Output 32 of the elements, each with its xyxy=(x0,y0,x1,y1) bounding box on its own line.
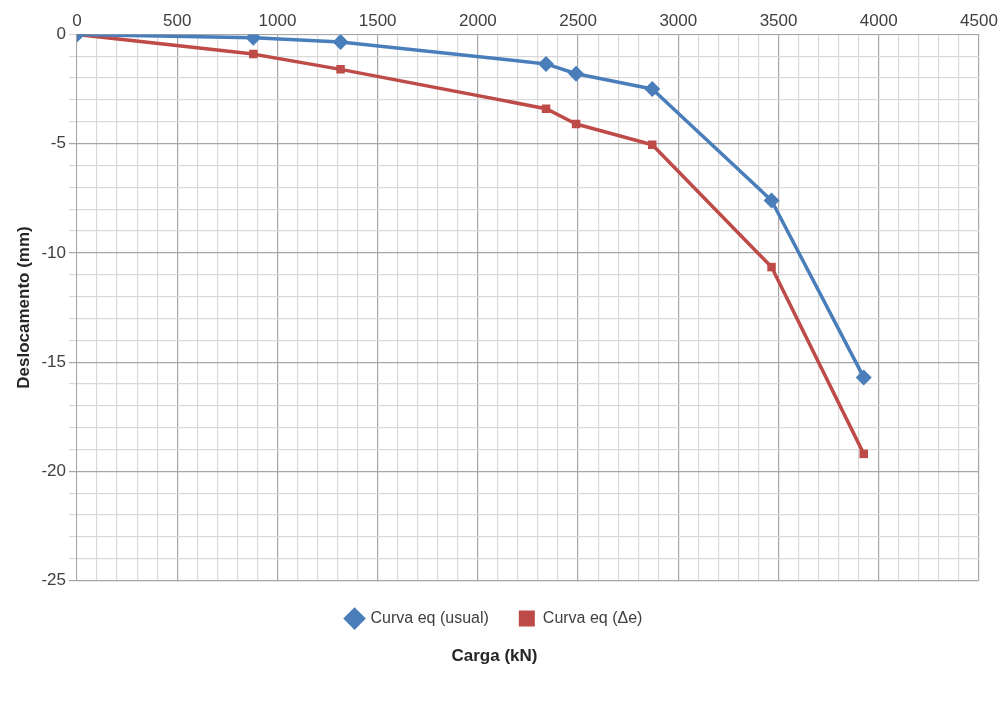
point xyxy=(855,369,872,386)
point xyxy=(644,81,661,98)
y-tick-label: -25 xyxy=(41,570,66,590)
y-axis-title: Deslocamento (mm) xyxy=(13,226,33,389)
x-tick-label: 3000 xyxy=(659,10,698,30)
x-axis-title: Carga (kN) xyxy=(451,646,538,666)
y-tick-label: -20 xyxy=(41,461,66,481)
y-tick-label: -15 xyxy=(41,351,66,371)
legend-label: Curva eq (usual) xyxy=(370,609,489,627)
x-tick-label: 1000 xyxy=(258,10,297,30)
x-tick-label: 4000 xyxy=(859,10,898,30)
x-tick-label: 2000 xyxy=(458,10,497,30)
x-tick-label: 500 xyxy=(163,10,192,30)
point xyxy=(541,104,551,113)
legend-label: Curva eq (Δe) xyxy=(542,609,643,627)
point xyxy=(859,449,868,459)
y-tick-label: -5 xyxy=(50,133,66,153)
x-tick-label: 4500 xyxy=(960,10,998,30)
point xyxy=(767,262,776,272)
point xyxy=(332,34,349,51)
point xyxy=(538,55,555,72)
x-tick-label: 2500 xyxy=(559,10,598,30)
point xyxy=(568,65,585,82)
point xyxy=(249,49,258,59)
x-tick-label: 0 xyxy=(72,10,82,30)
y-tick-label: -10 xyxy=(41,242,66,262)
x-tick-label: 1500 xyxy=(358,10,397,30)
y-tick-label: 0 xyxy=(56,24,66,44)
x-tick-label: 3500 xyxy=(759,10,798,30)
point xyxy=(648,140,657,149)
point xyxy=(336,65,345,74)
point xyxy=(763,192,780,209)
